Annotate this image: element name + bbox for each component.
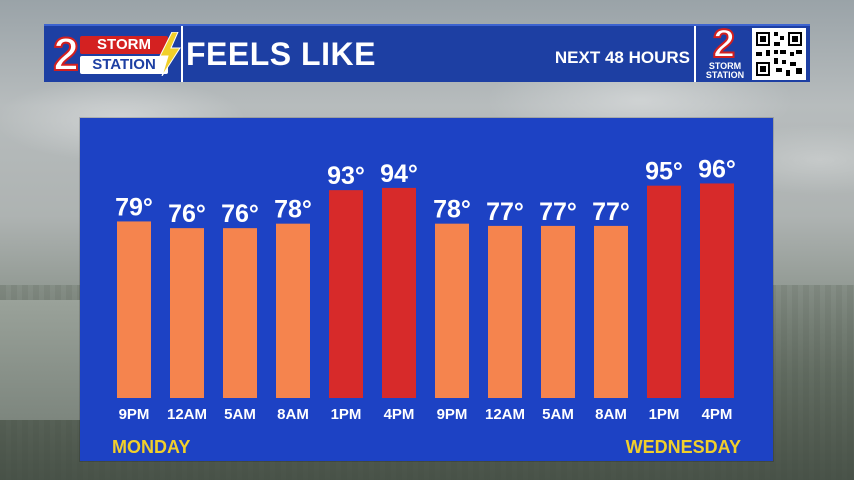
category-label-12: 4PM — [702, 406, 733, 423]
day-label-start: MONDAY — [112, 437, 191, 457]
bar-10 — [594, 225, 628, 398]
bar-8 — [488, 225, 522, 398]
right-logo-line1: STORM — [708, 61, 742, 71]
logo-station-text: STATION — [80, 56, 168, 74]
bar-11 — [647, 185, 681, 398]
value-label-6: 94° — [380, 160, 418, 188]
bar-9 — [541, 225, 575, 398]
value-label-11: 95° — [645, 158, 683, 186]
bar-5 — [329, 190, 363, 398]
header-bar: 2 STORM STATION FEELS LIKE NEXT 48 HOURS… — [44, 22, 810, 82]
category-label-9: 5AM — [542, 406, 574, 423]
right-logo-number: 2 — [712, 22, 736, 66]
lightning-bolt-icon — [159, 32, 181, 76]
bar-3 — [223, 228, 257, 398]
bar-2 — [170, 228, 204, 398]
value-label-4: 78° — [274, 196, 312, 224]
category-label-10: 8AM — [595, 406, 627, 423]
category-label-6: 4PM — [384, 406, 415, 423]
category-label-11: 1PM — [649, 406, 680, 423]
feels-like-bar-chart: 79° 9PM 76° 12AM 76° 5AM 78° 8AM 93° 1PM 94° 4PM 78°… — [115, 155, 736, 423]
value-label-1: 79° — [115, 193, 153, 221]
value-label-7: 78° — [433, 196, 471, 224]
category-label-8: 12AM — [485, 406, 525, 423]
value-label-2: 76° — [168, 200, 206, 228]
value-label-12: 96° — [698, 155, 736, 183]
right-logo-text: STORM STATION — [700, 62, 750, 80]
category-label-3: 5AM — [224, 406, 256, 423]
qr-code-icon[interactable] — [752, 28, 806, 80]
value-label-3: 76° — [221, 200, 259, 228]
day-label-end: WEDNESDAY — [625, 437, 741, 457]
logo-number: 2 — [52, 28, 80, 80]
page-title: FEELS LIKE — [186, 36, 376, 72]
value-label-8: 77° — [486, 198, 524, 226]
bar-1 — [117, 221, 151, 398]
storm-station-logo: 2 STORM STATION — [44, 26, 181, 82]
chart-panel: 79° 9PM 76° 12AM 76° 5AM 78° 8AM 93° 1PM 94° 4PM 78°… — [80, 118, 773, 461]
value-label-9: 77° — [539, 198, 577, 226]
category-label-4: 8AM — [277, 406, 309, 423]
logo-storm-text: STORM — [80, 36, 168, 54]
bar-12 — [700, 183, 734, 398]
value-label-10: 77° — [592, 198, 630, 226]
bar-4 — [276, 223, 310, 398]
category-label-5: 1PM — [331, 406, 362, 423]
page-subtitle: NEXT 48 HOURS — [554, 48, 690, 67]
station-logo-right: 2 STORM STATION — [694, 22, 752, 82]
river-background — [0, 300, 82, 420]
category-label-7: 9PM — [437, 406, 468, 423]
category-label-2: 12AM — [167, 406, 207, 423]
header-divider — [181, 26, 183, 82]
category-label-1: 9PM — [119, 406, 150, 423]
right-logo-line2: STATION — [705, 70, 745, 80]
bar-7 — [435, 223, 469, 398]
value-label-5: 93° — [327, 162, 365, 190]
bar-6 — [382, 187, 416, 398]
